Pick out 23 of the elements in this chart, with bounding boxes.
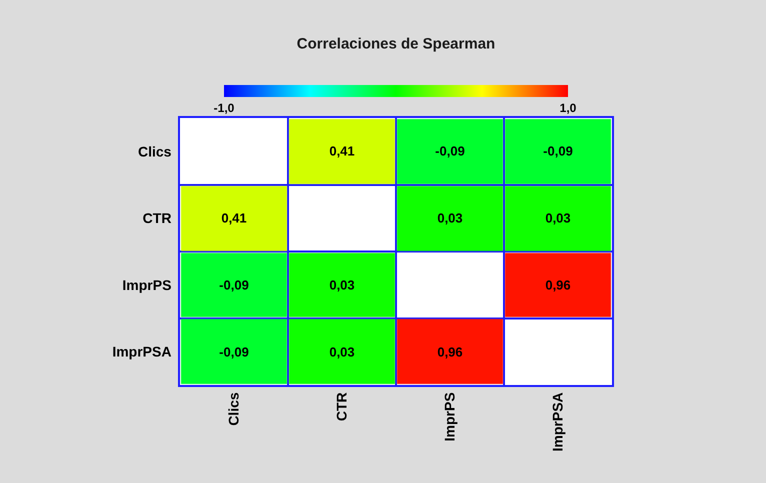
data-label: 0,03: [437, 210, 463, 226]
y-tick-label: CTR: [142, 210, 172, 226]
color-bar-label: -1,0: [214, 100, 235, 115]
x-tick-label: ImprPS: [442, 392, 458, 442]
data-label: 0,03: [329, 344, 355, 360]
x-tick-label: Clics: [226, 392, 242, 426]
x-tick-label: CTR: [334, 392, 350, 422]
data-label: -0,09: [219, 344, 249, 360]
y-tick-label: ImprPSA: [112, 344, 172, 360]
data-label: 0,41: [221, 210, 247, 226]
y-tick-label: ImprPS: [122, 276, 172, 293]
chart-title: Correlaciones de Spearman: [296, 35, 496, 52]
data-label: 0,03: [329, 278, 355, 293]
data-label: 0,41: [329, 144, 355, 159]
data-label: -0,09: [435, 144, 465, 159]
data-label: -0,09: [219, 278, 249, 293]
y-tick-label: Clics: [138, 143, 172, 160]
data-label: 0,03: [545, 210, 571, 226]
data-label: -0,09: [543, 144, 573, 159]
data-label: 0,96: [437, 344, 463, 360]
data-label: 0,96: [545, 278, 571, 293]
color-bar-label: 1,0: [560, 100, 577, 115]
x-tick-label: ImprPSA: [550, 392, 566, 452]
